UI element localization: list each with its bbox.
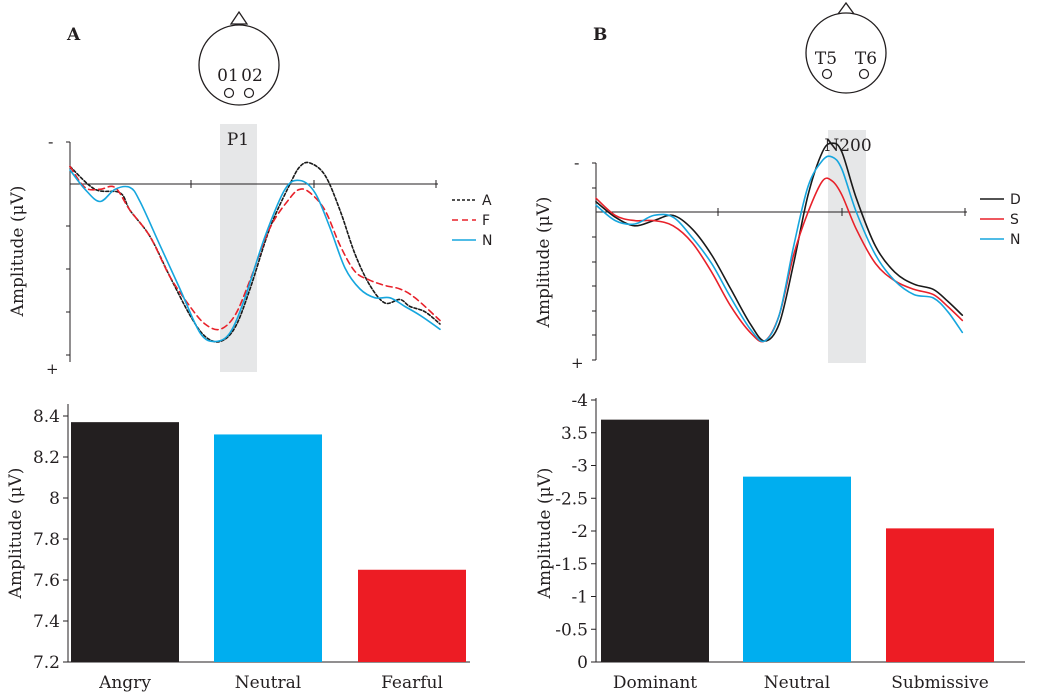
y-tick-label: 7.6 xyxy=(33,571,60,591)
series-line-n xyxy=(595,155,964,343)
bar-chart-a: Amplitude (μV) 7.2 7.4 7.6 7.8 8 8.2 8.4 Angry… xyxy=(6,404,470,693)
legend-label-n: N xyxy=(482,233,492,249)
erp-a-negative-mark: - xyxy=(48,132,53,151)
y-tick-label: 8.4 xyxy=(33,407,60,427)
category-label-neutral: Neutral xyxy=(235,673,301,693)
y-tick-label: -4 xyxy=(571,391,588,411)
y-tick-label: 8 xyxy=(49,489,60,509)
y-tick-label: 3.5 xyxy=(561,424,588,444)
erp-a-x-ticks xyxy=(190,180,437,188)
y-tick-label: -1 xyxy=(571,588,588,608)
electrode-t6 xyxy=(858,68,870,80)
erp-b-x-ticks xyxy=(717,208,966,216)
head-circle xyxy=(805,12,887,94)
bar-neutral xyxy=(743,476,851,662)
panel-b: B T5 T6 N200 - + Am xyxy=(534,1,1021,372)
bar-b-category-labels: Dominant Neutral Submissive xyxy=(613,673,989,693)
electrode-label-02: 02 xyxy=(241,66,263,86)
legend-label-n: N xyxy=(1010,232,1020,248)
series-line-d xyxy=(595,142,964,342)
electrode-label-t6: T6 xyxy=(855,49,877,69)
erp-a-legend: AFN xyxy=(452,193,492,249)
bar-a-category-labels: Angry Neutral Fearful xyxy=(98,673,443,693)
category-label-submissive: Submissive xyxy=(891,673,989,693)
erp-b-negative-mark: - xyxy=(574,153,579,172)
head-diagram-a: 01 02 xyxy=(198,10,280,106)
electrode-02 xyxy=(243,87,255,99)
bar-chart-b: Amplitude (μV) 0-0.5-1-1.5-2-2.5-33.5-4 … xyxy=(535,391,1025,693)
erp-a-y-ticks xyxy=(66,141,70,356)
erp-b-ylabel: Amplitude (μV) xyxy=(534,197,554,329)
bar-b-ylabel: Amplitude (μV) xyxy=(535,468,555,600)
bar-angry xyxy=(71,422,179,662)
bar-a-ylabel: Amplitude (μV) xyxy=(6,468,26,600)
erp-b-legend: DSN xyxy=(980,192,1021,248)
bar-a-y-ticks: 7.2 7.4 7.6 7.8 8 8.2 8.4 xyxy=(33,407,68,673)
category-label-fearful: Fearful xyxy=(381,673,443,693)
category-label-dominant: Dominant xyxy=(613,673,697,693)
y-tick-label: 8.2 xyxy=(33,448,60,468)
legend-label-f: F xyxy=(482,213,490,229)
electrode-label-01: 01 xyxy=(217,66,239,86)
erp-b-y-ticks xyxy=(592,162,596,361)
erp-a-ylabel: Amplitude (μV) xyxy=(8,186,28,318)
bar-b-y-ticks: 0 -0.5 -1 -1.5 -2 -2.5 -3 3.5 -4 xyxy=(555,391,596,673)
legend-label-a: A xyxy=(482,193,492,209)
y-tick-label: -2 xyxy=(571,522,588,542)
panel-a-letter: A xyxy=(66,25,81,45)
p1-window xyxy=(220,124,257,372)
electrode-label-t5: T5 xyxy=(815,49,837,69)
y-tick-label: -0.5 xyxy=(555,620,588,640)
n200-label: N200 xyxy=(824,136,871,156)
category-label-neutral: Neutral xyxy=(764,673,830,693)
p1-label: P1 xyxy=(227,130,249,150)
series-line-n xyxy=(69,169,441,343)
bar-fearful xyxy=(358,569,466,662)
y-tick-label: 7.8 xyxy=(33,530,60,550)
category-label-angry: Angry xyxy=(98,673,151,693)
series-line-s xyxy=(595,177,964,343)
panel-a: A 01 02 P1 - + Amplitude (μV) xyxy=(8,10,492,378)
y-tick-label: -3 xyxy=(571,457,588,477)
erp-a-series xyxy=(69,161,441,343)
nose-marker xyxy=(836,1,856,15)
head-circle xyxy=(198,24,280,106)
y-tick-label: -2.5 xyxy=(555,489,588,509)
electrode-01 xyxy=(223,87,235,99)
bar-a-bars xyxy=(71,422,466,662)
head-diagram-b: T5 T6 xyxy=(805,1,887,94)
panel-b-letter: B xyxy=(593,25,607,45)
legend-label-d: D xyxy=(1010,192,1021,208)
bar-submissive xyxy=(886,528,994,662)
bar-neutral xyxy=(214,434,322,662)
y-tick-label: 7.4 xyxy=(33,612,60,632)
y-tick-label: 0 xyxy=(577,653,588,673)
y-tick-label: -1.5 xyxy=(555,555,588,575)
bar-dominant xyxy=(601,419,709,662)
nose-marker xyxy=(229,10,249,25)
legend-label-s: S xyxy=(1010,212,1019,228)
electrode-t5 xyxy=(821,68,833,80)
erp-b-positive-mark: + xyxy=(571,354,584,372)
erp-b-series xyxy=(595,142,964,343)
bar-b-bars xyxy=(601,419,994,662)
erp-a-positive-mark: + xyxy=(46,360,59,378)
y-tick-label: 7.2 xyxy=(33,653,60,673)
